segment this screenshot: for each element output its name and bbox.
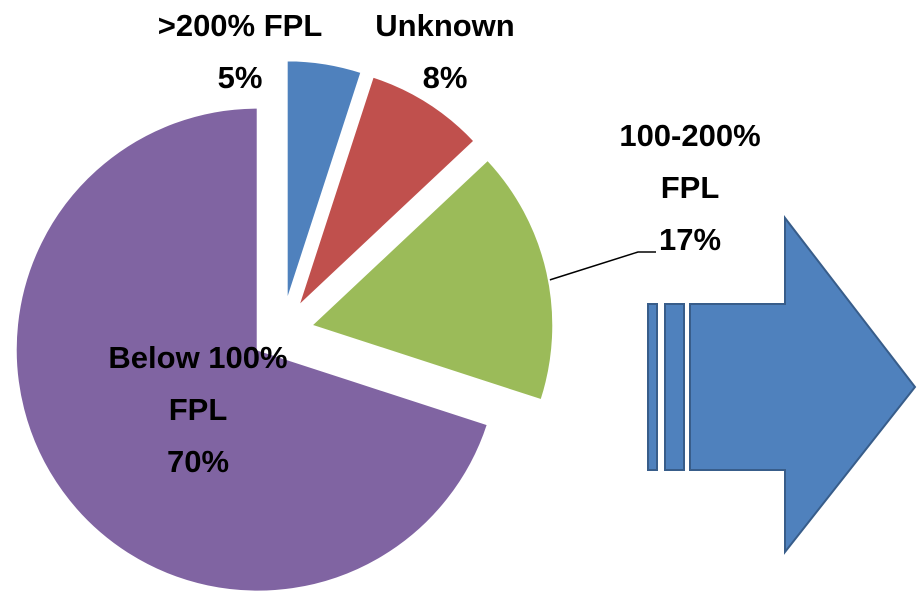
arrow-stripe — [647, 303, 658, 471]
pie-slice — [285, 59, 363, 303]
slice-value-label: 8% — [422, 60, 468, 95]
slice-label: >200% FPL — [157, 8, 323, 43]
pie-slice — [297, 75, 476, 308]
pie-slice — [14, 106, 490, 593]
slice-label: 100-200% FPL — [619, 118, 761, 205]
slice-value-label: 5% — [217, 60, 263, 95]
slice-label: Unknown — [375, 8, 515, 43]
slice-value-label: 70% — [166, 444, 230, 479]
slice-label: Below 100% FPL — [108, 340, 288, 427]
slice-value-label: 17% — [658, 222, 722, 257]
arrow-stripe — [664, 303, 685, 471]
pie-slice — [309, 158, 555, 402]
arrow-body — [689, 215, 917, 555]
block-arrow — [647, 215, 917, 555]
leader-line — [539, 251, 656, 284]
